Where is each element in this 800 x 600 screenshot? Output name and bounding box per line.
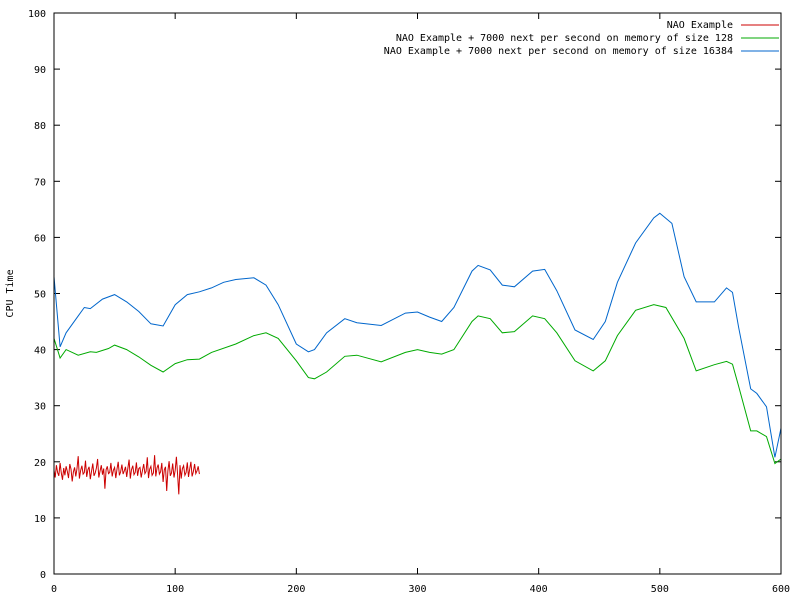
x-tick-label: 300 [408,584,426,595]
series-layer [53,212,782,495]
x-tick-label: 0 [51,584,57,595]
x-tick-label: 500 [651,584,669,595]
y-tick-label: 50 [34,290,46,301]
y-tick-label: 80 [34,121,46,132]
x-tick-label: 600 [772,584,790,595]
series-line-0 [53,455,200,495]
y-tick-label: 70 [34,177,46,188]
legend: NAO Example NAO Example + 7000 next per s… [384,20,779,57]
y-axis: 0 10 20 30 40 50 60 70 80 90 100 [28,9,781,581]
series-line-2 [53,212,782,458]
y-tick-label: 90 [34,65,46,76]
legend-label: NAO Example + 7000 next per second on me… [396,33,733,44]
plot-frame [53,12,782,575]
y-tick-label: 10 [34,514,46,525]
y-tick-label: 100 [28,9,46,20]
y-tick-label: 40 [34,346,46,357]
x-tick-label: 400 [530,584,548,595]
x-tick-label: 100 [166,584,184,595]
y-tick-label: 0 [40,570,46,581]
y-tick-label: 20 [34,458,46,469]
series-line-1 [53,304,782,465]
y-axis-label: CPU Time [5,269,16,317]
legend-label: NAO Example + 7000 next per second on me… [384,46,733,57]
x-tick-label: 200 [287,584,305,595]
y-tick-label: 60 [34,233,46,244]
legend-label: NAO Example [667,20,733,31]
y-tick-label: 30 [34,402,46,413]
